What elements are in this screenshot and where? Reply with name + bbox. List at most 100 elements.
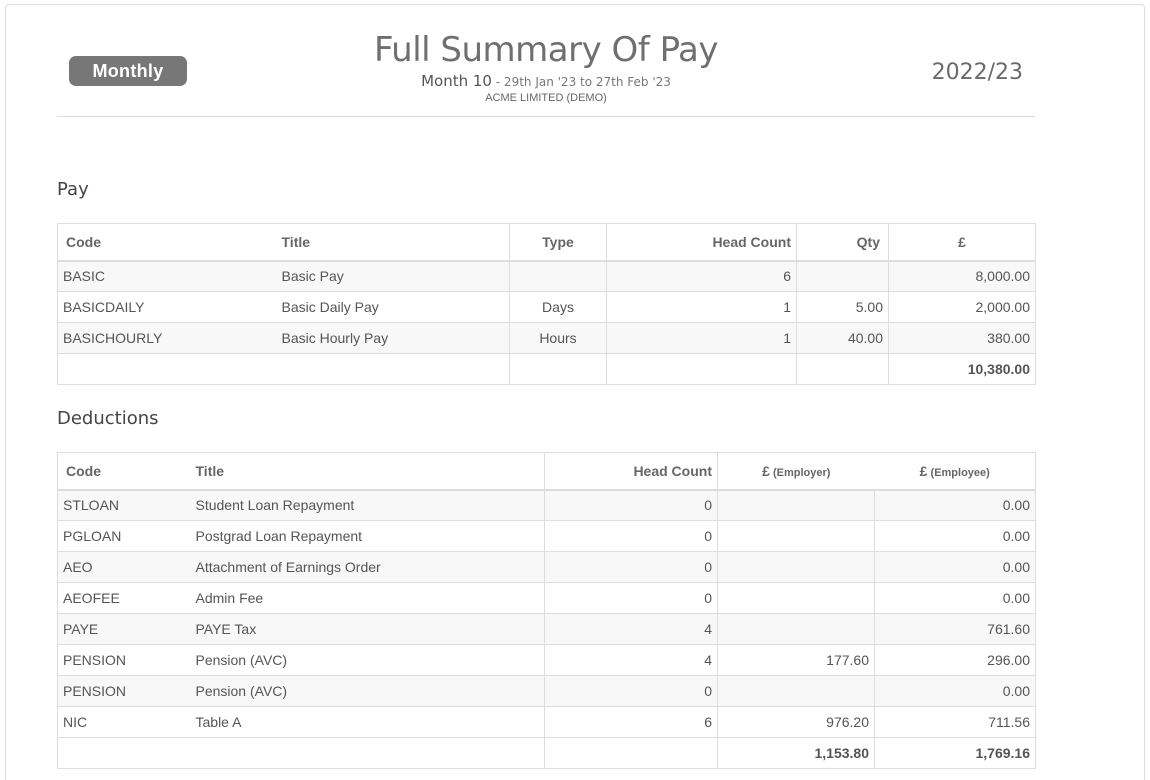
pay-title-cell: Basic Pay — [276, 260, 510, 292]
pay-title-cell: Basic Daily Pay — [276, 291, 510, 323]
pay-code-cell: BASICHOURLY — [57, 322, 277, 354]
pay-type-cell: Hours — [509, 322, 607, 354]
employee-amount-cell: 296.00 — [874, 644, 1036, 676]
pay-table: Code Title Type Head Count Qty £ BASIC Ba… — [57, 223, 1036, 385]
col-title: Title — [276, 223, 510, 262]
company-name: ACME LIMITED (DEMO) — [485, 92, 607, 104]
deduction-code-cell: PAYE — [57, 613, 191, 645]
deduction-head-count-cell: 0 — [544, 582, 718, 614]
table-row: NIC Table A 6 976.20 711.56 — [57, 706, 1036, 738]
col-employer: £ (Employer) — [717, 452, 875, 491]
employer-amount-cell — [717, 613, 875, 645]
deduction-head-count-cell: 4 — [544, 644, 718, 676]
deduction-title-cell: Pension (AVC) — [190, 675, 545, 707]
table-row: AEOFEE Admin Fee 0 0.00 — [57, 582, 1036, 614]
pay-qty-cell: 40.00 — [796, 322, 889, 354]
table-row: PAYE PAYE Tax 4 761.60 — [57, 613, 1036, 645]
col-amount: £ — [888, 223, 1036, 262]
total-spacer — [509, 353, 607, 385]
pay-total-row: 10,380.00 — [57, 353, 1036, 385]
deduction-title-cell: Attachment of Earnings Order — [190, 551, 545, 583]
table-row: PENSION Pension (AVC) 4 177.60 296.00 — [57, 644, 1036, 676]
deduction-head-count-cell: 0 — [544, 489, 718, 521]
pay-section-title: Pay — [57, 179, 89, 200]
total-spacer — [57, 737, 545, 769]
date-range: - 29th Jan '23 to 27th Feb '23 — [491, 75, 671, 89]
employer-amount-cell: 177.60 — [717, 644, 875, 676]
employee-total: 1,769.16 — [874, 737, 1036, 769]
deductions-table: Code Title Head Count £ (Employer) £ (Em… — [57, 452, 1036, 769]
table-row: BASIC Basic Pay 6 8,000.00 — [57, 260, 1036, 292]
col-title: Title — [190, 452, 545, 491]
employer-amount-cell — [717, 675, 875, 707]
total-spacer — [606, 353, 797, 385]
deduction-title-cell: PAYE Tax — [190, 613, 545, 645]
pay-total: 10,380.00 — [888, 353, 1036, 385]
deduction-head-count-cell: 4 — [544, 613, 718, 645]
employee-amount-cell: 0.00 — [874, 675, 1036, 707]
pay-amount-cell: 380.00 — [888, 322, 1036, 354]
employee-amount-cell: 711.56 — [874, 706, 1036, 738]
table-row: AEO Attachment of Earnings Order 0 0.00 — [57, 551, 1036, 583]
pay-type-cell — [509, 260, 607, 292]
employer-amount-cell — [717, 551, 875, 583]
pay-head-count-cell: 1 — [606, 322, 797, 354]
pay-header-row: Code Title Type Head Count Qty £ — [57, 223, 1036, 262]
deduction-head-count-cell: 0 — [544, 675, 718, 707]
employer-amount-cell — [717, 489, 875, 521]
table-row: PGLOAN Postgrad Loan Repayment 0 0.00 — [57, 520, 1036, 552]
col-type: Type — [509, 223, 607, 262]
deduction-title-cell: Postgrad Loan Repayment — [190, 520, 545, 552]
deduction-code-cell: AEO — [57, 551, 191, 583]
pay-type-cell: Days — [509, 291, 607, 323]
col-qty: Qty — [796, 223, 889, 262]
period-subtitle: Month 10 - 29th Jan '23 to 27th Feb '23 — [57, 72, 1035, 90]
month-label: Month 10 — [421, 72, 492, 90]
employer-amount-cell: 976.20 — [717, 706, 875, 738]
table-row: BASICDAILY Basic Daily Pay Days 1 5.00 2,000.… — [57, 291, 1036, 323]
pay-amount-cell: 8,000.00 — [888, 260, 1036, 292]
deduction-code-cell: STLOAN — [57, 489, 191, 521]
table-row: STLOAN Student Loan Repayment 0 0.00 — [57, 489, 1036, 521]
total-spacer — [544, 737, 718, 769]
employee-amount-cell: 0.00 — [874, 551, 1036, 583]
deduction-code-cell: NIC — [57, 706, 191, 738]
employee-amount-cell: 761.60 — [874, 613, 1036, 645]
employer-total: 1,153.80 — [717, 737, 875, 769]
deduction-head-count-cell: 6 — [544, 706, 718, 738]
employee-amount-cell: 0.00 — [874, 582, 1036, 614]
col-code: Code — [57, 223, 277, 262]
employer-amount-cell — [717, 582, 875, 614]
pay-head-count-cell: 6 — [606, 260, 797, 292]
deductions-header-row: Code Title Head Count £ (Employer) £ (Em… — [57, 452, 1036, 491]
deduction-code-cell: AEOFEE — [57, 582, 191, 614]
table-row: PENSION Pension (AVC) 0 0.00 — [57, 675, 1036, 707]
deduction-title-cell: Pension (AVC) — [190, 644, 545, 676]
deductions-section-title: Deductions — [57, 408, 159, 429]
deduction-title-cell: Student Loan Repayment — [190, 489, 545, 521]
deduction-code-cell: PENSION — [57, 675, 191, 707]
table-row: BASICHOURLY Basic Hourly Pay Hours 1 40.00 38… — [57, 322, 1036, 354]
report-header: Monthly Full Summary Of Pay Month 10 - 2… — [57, 20, 1035, 117]
employee-amount-cell: 0.00 — [874, 489, 1036, 521]
pay-code-cell: BASICDAILY — [57, 291, 277, 323]
page-title: Full Summary Of Pay — [373, 30, 719, 70]
period-badge: Monthly — [69, 56, 187, 86]
total-spacer — [57, 353, 510, 385]
total-spacer — [796, 353, 889, 385]
deduction-code-cell: PGLOAN — [57, 520, 191, 552]
pay-head-count-cell: 1 — [606, 291, 797, 323]
deduction-head-count-cell: 0 — [544, 551, 718, 583]
deduction-code-cell: PENSION — [57, 644, 191, 676]
deduction-title-cell: Table A — [190, 706, 545, 738]
col-employee: £ (Employee) — [874, 452, 1036, 491]
deduction-head-count-cell: 0 — [544, 520, 718, 552]
deduction-title-cell: Admin Fee — [190, 582, 545, 614]
col-head-count: Head Count — [544, 452, 718, 491]
pay-title-cell: Basic Hourly Pay — [276, 322, 510, 354]
pay-code-cell: BASIC — [57, 260, 277, 292]
tax-year: 2022/23 — [931, 60, 1023, 85]
employee-amount-cell: 0.00 — [874, 520, 1036, 552]
col-code: Code — [57, 452, 191, 491]
employer-amount-cell — [717, 520, 875, 552]
